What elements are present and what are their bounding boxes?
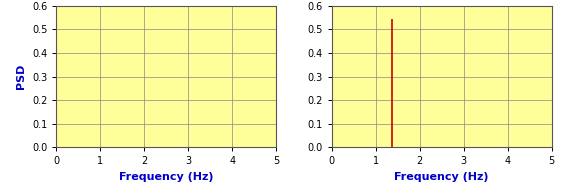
Y-axis label: PSD: PSD — [16, 64, 26, 89]
X-axis label: Frequency (Hz): Frequency (Hz) — [395, 172, 489, 182]
X-axis label: Frequency (Hz): Frequency (Hz) — [119, 172, 213, 182]
